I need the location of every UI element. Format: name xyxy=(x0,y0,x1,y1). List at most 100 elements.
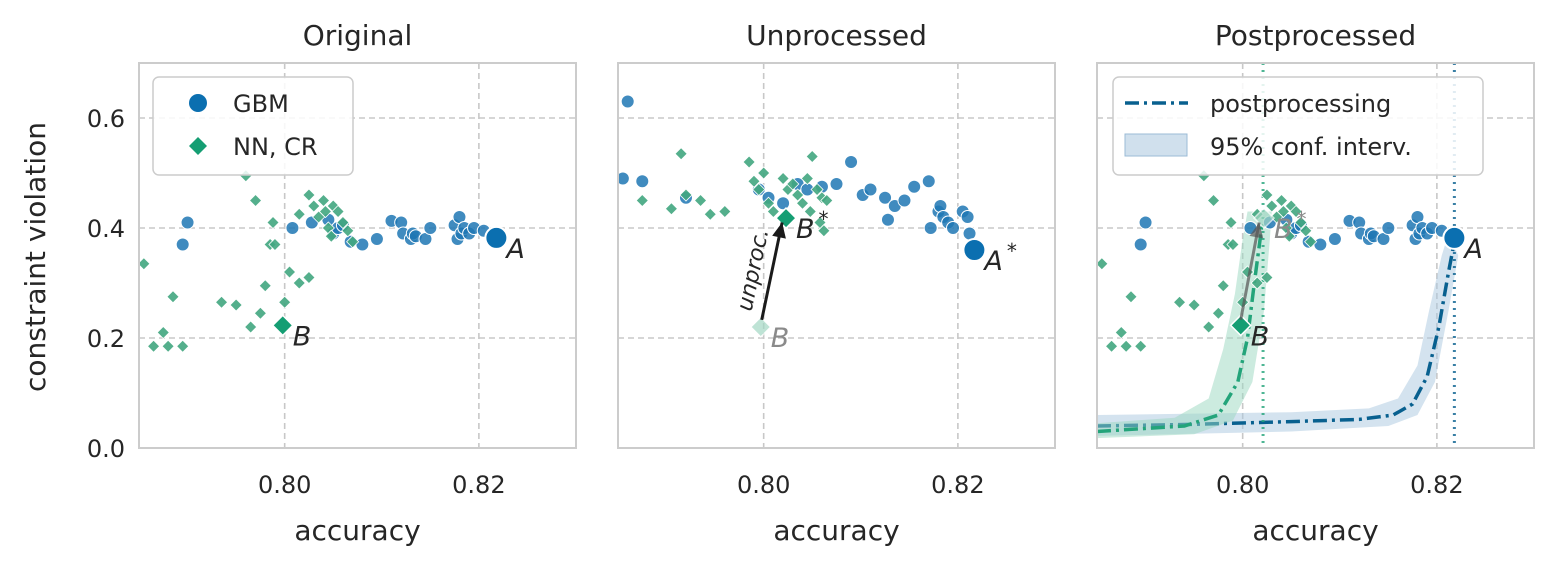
y-tick-label: 0.2 xyxy=(87,325,125,353)
y-tick-label: 0.0 xyxy=(87,435,125,463)
nn-point xyxy=(324,229,338,243)
arrow-line xyxy=(1239,222,1261,321)
point-label-b: B xyxy=(1251,321,1270,352)
nn-point xyxy=(674,147,688,161)
x-axis-label: accuracy xyxy=(773,514,899,547)
nn-point xyxy=(292,276,306,290)
gbm-point xyxy=(946,221,961,235)
nn-point xyxy=(229,298,243,312)
legend-conf-label: 95% conf. interv. xyxy=(1210,133,1412,161)
gbm-point xyxy=(844,155,859,169)
nn-point xyxy=(1294,215,1308,230)
nn-point xyxy=(791,188,805,202)
label-superscript: * xyxy=(1297,207,1307,231)
legend-frame xyxy=(1112,76,1484,176)
nn-point xyxy=(1260,188,1274,202)
nn-point xyxy=(635,193,649,208)
nn-point xyxy=(664,202,678,216)
nn-point xyxy=(214,295,229,309)
gbm-point xyxy=(921,174,936,189)
nn-point xyxy=(1211,306,1225,320)
nn-point xyxy=(1206,193,1221,208)
arrow-line xyxy=(760,222,784,321)
nn-point xyxy=(318,204,333,219)
nn-point xyxy=(248,193,263,208)
nn-point xyxy=(266,215,280,230)
axes-frame xyxy=(617,62,1056,449)
panel-title: Original xyxy=(303,19,413,52)
nn-point xyxy=(147,339,161,353)
x-axis-label: accuracy xyxy=(1252,514,1378,547)
gbm-point xyxy=(1313,237,1328,252)
panel-title: Postprocessed xyxy=(1215,19,1416,52)
label-superscript: * xyxy=(1007,239,1017,263)
nn-point xyxy=(820,193,834,208)
axes-frame xyxy=(138,62,577,449)
highlight-point-b xyxy=(271,314,294,337)
panel-original: A B Original 0.80 0.82 accuracy 0.0 0.2 0.4 0.6 GB… xyxy=(87,19,577,547)
highlight-point-a xyxy=(484,225,509,250)
gbm-point xyxy=(369,232,384,246)
postprocessing-line xyxy=(1097,222,1264,434)
nn-point xyxy=(166,290,180,304)
conf-band xyxy=(1097,233,1459,436)
nn-point xyxy=(244,320,258,334)
nn-point xyxy=(1134,339,1148,353)
nn-point xyxy=(1119,339,1133,353)
gbm-point xyxy=(1133,237,1148,252)
arrow-label: unproc. xyxy=(733,226,775,313)
gbm-point xyxy=(923,221,938,235)
nn-point xyxy=(282,265,297,279)
nn-point xyxy=(1274,193,1289,208)
nn-point xyxy=(810,182,824,197)
nn-point xyxy=(1105,339,1119,353)
gbm-point xyxy=(863,182,878,197)
nn-point xyxy=(1202,320,1216,334)
highlight-point-a xyxy=(1442,225,1467,250)
highlight-point-b xyxy=(1252,207,1276,230)
x-tick-label: 0.80 xyxy=(737,471,790,499)
nn-point xyxy=(1276,204,1291,219)
gbm-point xyxy=(180,215,195,230)
nn-point xyxy=(1299,224,1313,238)
nn-point xyxy=(1216,279,1230,293)
nn-point xyxy=(336,215,350,230)
nn-point xyxy=(316,193,331,208)
nn-point xyxy=(331,204,345,219)
nn-point xyxy=(346,235,360,249)
gbm-point xyxy=(907,179,922,194)
gbm-point xyxy=(1381,221,1396,235)
nn-point xyxy=(766,204,780,219)
x-tick-label: 0.82 xyxy=(452,471,505,499)
nn-point xyxy=(718,204,732,219)
nn-point xyxy=(786,177,800,191)
point-label-b: B xyxy=(771,323,790,354)
gbm-point xyxy=(829,177,844,191)
legend: postprocessing 95% conf. interv. xyxy=(1112,76,1484,176)
gbm-point xyxy=(1138,215,1153,230)
nn-point xyxy=(1226,237,1240,252)
gbm-point xyxy=(960,210,975,224)
gbm-point xyxy=(620,94,635,109)
axes-frame xyxy=(1096,62,1535,449)
nn-point xyxy=(776,171,790,186)
nn-point xyxy=(307,199,321,213)
point-label-b: B xyxy=(293,321,312,352)
x-tick-label: 0.82 xyxy=(931,471,984,499)
nn-point xyxy=(302,270,316,285)
gbm-point xyxy=(776,196,791,211)
nn-point xyxy=(1124,290,1138,304)
point-label-a: A * xyxy=(982,239,1016,277)
highlight-point-b xyxy=(774,207,798,230)
gbm-point xyxy=(878,190,893,205)
x-tick-label: 0.80 xyxy=(1216,471,1269,499)
nn-point xyxy=(1250,276,1264,290)
x-axis-label: accuracy xyxy=(294,514,420,547)
gbm-point xyxy=(618,171,630,186)
highlight-point-b xyxy=(1229,314,1252,337)
y-tick-label: 0.6 xyxy=(87,105,125,133)
label-superscript: * xyxy=(819,207,829,231)
gbm-point xyxy=(1327,232,1342,246)
legend-band-marker xyxy=(1124,133,1188,157)
